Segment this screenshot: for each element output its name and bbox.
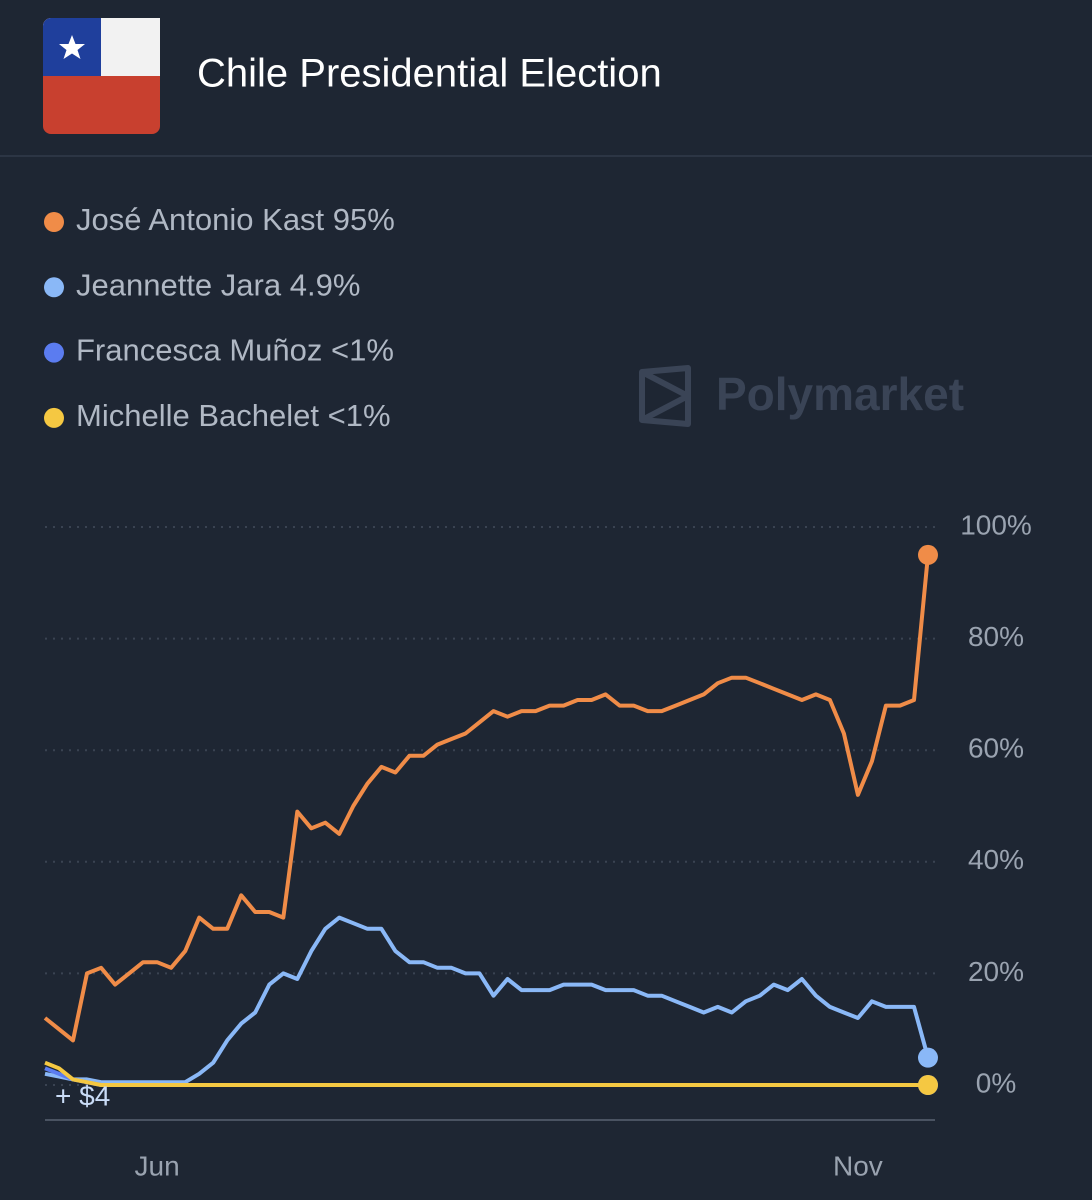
plot: 0% 20% 40% 60% 80% 100% Jun Nov + $4 [43, 509, 1032, 1181]
y-tick-label: 80% [968, 621, 1024, 652]
series-line [44, 1060, 928, 1087]
legend-value: 95% [333, 202, 395, 237]
legend-dot [44, 212, 64, 232]
y-tick-label: 0% [976, 1067, 1016, 1098]
series-line [44, 915, 930, 1085]
series-line [43, 554, 930, 1043]
y-tick-label: 100% [960, 509, 1032, 540]
y-tick-label: 20% [968, 956, 1024, 987]
watermark-logo [639, 365, 691, 427]
legend-name: Jeannette Jara [76, 267, 282, 302]
y-tick-label: 40% [968, 844, 1024, 875]
legend-name: José Antonio Kast [76, 202, 325, 237]
legend-dot [44, 277, 64, 298]
legend-dot [44, 407, 64, 428]
legend: José Antonio Kast 95% Jeannette Jara 4.9%… [44, 202, 395, 433]
watermark: Polymarket [639, 365, 964, 427]
title: Chile Presidential Election [197, 52, 662, 96]
legend-entry: Michelle Bachelet <1% [76, 398, 391, 433]
legend-dot [44, 342, 64, 363]
legend-entry: Jeannette Jara 4.9% [76, 267, 360, 302]
flag-star [59, 35, 85, 59]
x-tick-label: Jun [135, 1150, 180, 1181]
end-dot [917, 1047, 938, 1068]
annotation: + $4 [55, 1080, 110, 1111]
watermark-text: Polymarket [716, 368, 964, 420]
end-dot [917, 544, 938, 565]
legend-entry: José Antonio Kast 95% [76, 202, 395, 237]
x-tick-label: Nov [833, 1150, 883, 1181]
legend-entry: Francesca Muñoz <1% [76, 333, 394, 368]
end-dot [917, 1075, 938, 1095]
flag [43, 18, 160, 134]
legend-name: Michelle Bachelet [76, 398, 319, 433]
legend-name: Francesca Muñoz [76, 333, 322, 368]
legend-value: <1% [331, 333, 394, 368]
y-tick-label: 60% [968, 733, 1024, 764]
legend-value: <1% [328, 398, 391, 433]
legend-value: 4.9% [290, 267, 361, 302]
